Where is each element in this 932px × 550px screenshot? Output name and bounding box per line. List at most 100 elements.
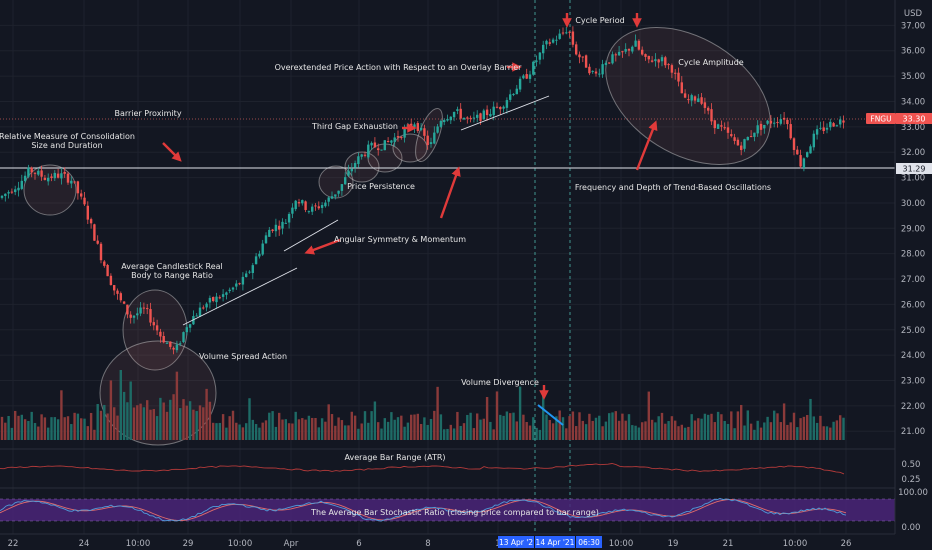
candle-body — [809, 146, 812, 154]
volume-bar — [413, 414, 416, 440]
candle-body — [116, 290, 119, 294]
frequency-up-arrow — [635, 120, 658, 171]
candle-body — [198, 307, 202, 317]
volume-bar — [212, 422, 215, 440]
candle-body — [832, 123, 835, 127]
candle-body — [258, 253, 261, 257]
candle-body — [443, 120, 446, 123]
candle-body — [7, 192, 10, 194]
volume-bar — [188, 401, 192, 440]
candle-body — [766, 120, 769, 124]
candle-body — [281, 221, 284, 229]
candle-body — [63, 171, 66, 174]
candle-body — [314, 205, 317, 207]
volume-bar — [604, 421, 608, 440]
volume-bar — [169, 399, 172, 440]
candle-body — [386, 141, 390, 143]
volume-bar — [122, 391, 126, 440]
volume-bar — [693, 420, 697, 440]
candle-body — [479, 113, 482, 121]
candle-body — [515, 88, 518, 95]
price-tick: 26.00 — [901, 300, 925, 310]
volume-bar — [756, 420, 759, 440]
price-axis-background[interactable] — [895, 0, 932, 534]
volume-bar — [287, 423, 291, 440]
candle-body — [518, 78, 522, 90]
candle-body — [188, 324, 192, 328]
volume-bar — [314, 417, 317, 440]
volume-bar — [611, 412, 614, 440]
volume-bar — [736, 411, 740, 440]
volume-bar — [443, 429, 446, 440]
candle-body — [476, 114, 479, 118]
volume-bar — [53, 417, 56, 440]
candle-body — [749, 136, 753, 138]
stoch-tick-100: 100.00 — [898, 488, 928, 498]
volume-bar — [815, 422, 819, 440]
candle-body — [611, 54, 614, 64]
candle-body — [624, 49, 627, 52]
candle-body — [436, 126, 439, 133]
trend-lines — [182, 95, 550, 326]
volume-bar — [17, 415, 20, 440]
volume-bar — [525, 421, 528, 440]
candle-body — [522, 75, 525, 79]
candle-body — [538, 52, 542, 60]
candle-body — [545, 40, 548, 45]
volume-bar — [377, 422, 380, 440]
candle-body — [802, 158, 806, 168]
stoch-d-line — [0, 499, 847, 521]
candle-body — [584, 55, 588, 68]
time-tick: 10:00 — [126, 539, 151, 549]
last-price-badge: 33.30 — [903, 115, 926, 124]
volume-bar — [56, 419, 60, 440]
volume-bar — [93, 429, 96, 440]
volume-bar — [489, 421, 492, 440]
candle-body — [208, 297, 212, 303]
volume-bar — [759, 427, 763, 440]
volume-bar — [753, 429, 756, 440]
volume-bar — [627, 414, 631, 440]
volume-bar — [746, 410, 749, 440]
candle-body — [604, 62, 608, 65]
label-price-persistence: Price Persistence — [347, 182, 415, 191]
candle-body — [317, 206, 320, 209]
volume-bar — [63, 417, 66, 440]
volume-bar — [697, 418, 700, 440]
volume-bar — [446, 428, 449, 440]
candle-body — [703, 102, 707, 108]
candle-body — [172, 347, 175, 350]
volume-bar — [60, 390, 63, 440]
candle-body — [245, 273, 248, 278]
candle-body — [555, 39, 558, 41]
volume-bar — [66, 416, 70, 440]
candle-body — [235, 283, 238, 287]
time-axis-background[interactable] — [0, 534, 932, 550]
volume-bar — [353, 415, 357, 440]
candle-body — [565, 32, 568, 34]
candle-body — [575, 44, 578, 55]
volume-bar — [70, 424, 73, 440]
candle-body — [452, 111, 456, 118]
label-cycle-amplitude: Cycle Amplitude — [678, 58, 743, 67]
time-tick: 8 — [425, 539, 430, 549]
volume-bar — [575, 426, 578, 440]
candle-body — [743, 139, 746, 149]
candle-body — [162, 336, 165, 343]
candle-body — [726, 127, 730, 133]
volume-bar — [294, 411, 297, 440]
volume-bar — [515, 421, 518, 440]
currency-label: USD — [904, 9, 923, 19]
candle-body — [175, 344, 179, 351]
volume-bar — [512, 412, 515, 440]
volume-bar — [182, 399, 185, 440]
volume-bar — [241, 427, 245, 440]
candle-body — [304, 201, 307, 210]
label-frequency-depth: Frequency and Depth of Trend-Based Oscil… — [575, 183, 771, 192]
volume-bar — [370, 411, 373, 440]
volume-bar — [271, 411, 274, 440]
candle-body — [707, 107, 710, 111]
volume-bar — [291, 423, 294, 440]
volume-bar — [822, 426, 825, 440]
